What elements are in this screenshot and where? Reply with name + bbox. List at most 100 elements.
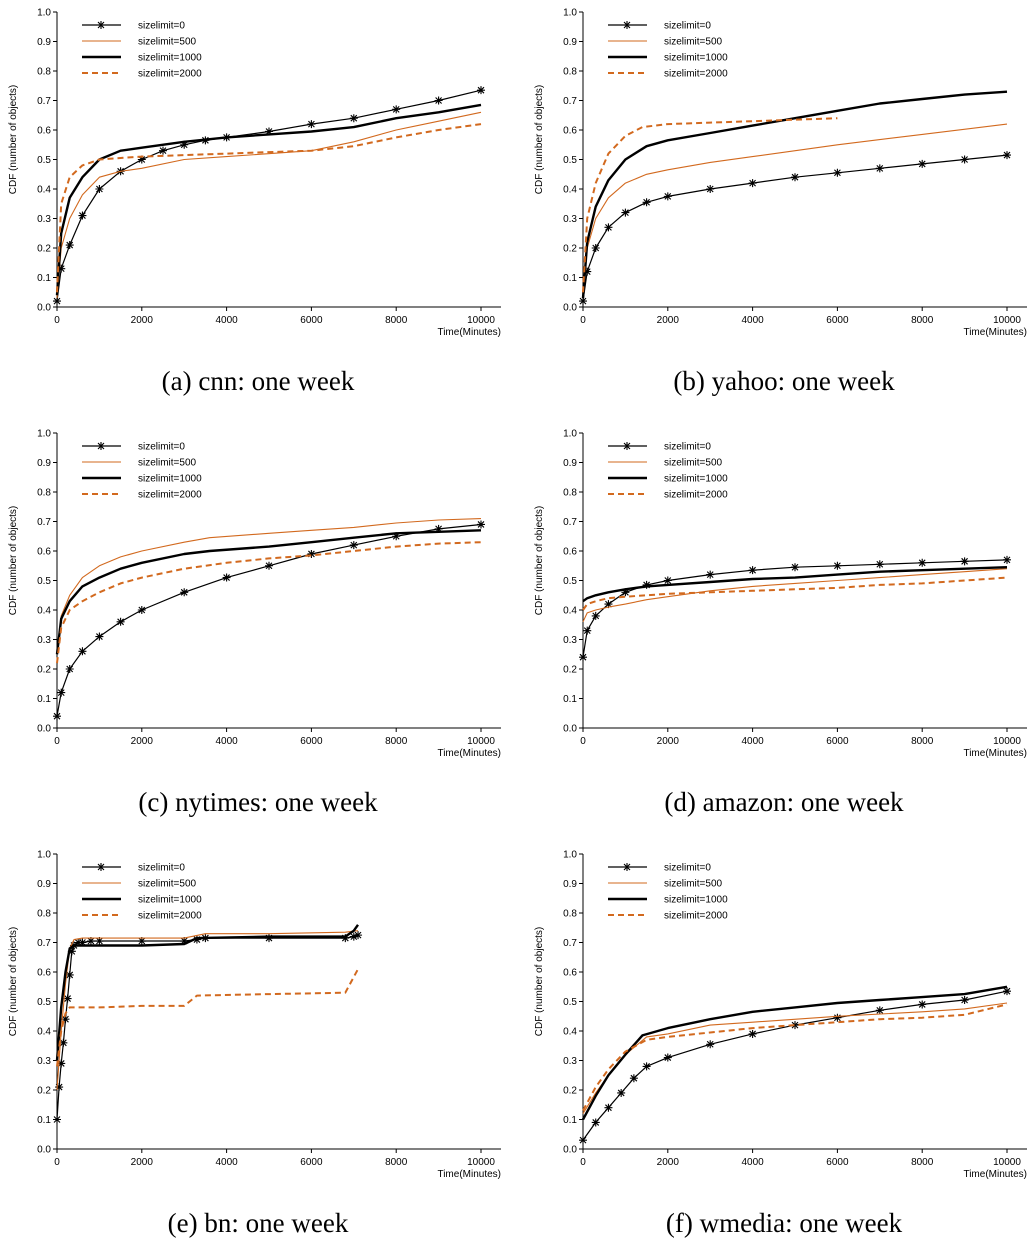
- legend-label: sizelimit=1000: [138, 53, 202, 64]
- y-tick-label: 0.3: [37, 214, 51, 225]
- y-tick-label: 0.6: [37, 968, 51, 979]
- legend: sizelimit=0 sizelimit=500 sizelimit=1000 si…: [608, 863, 728, 922]
- x-tick-label: 6000: [300, 315, 323, 326]
- y-axis-label: CDF (number of objects): [534, 85, 545, 194]
- y-tick-label: 0.3: [563, 1056, 577, 1067]
- x-axis-label: Time(Minutes): [437, 1169, 501, 1180]
- y-tick-label: 0.7: [37, 96, 51, 107]
- series-line-sizelimit-1000: [55, 529, 482, 655]
- y-tick-label: 0.9: [37, 879, 51, 890]
- series-point: [833, 1013, 842, 1022]
- y-tick-label: 0.6: [563, 968, 577, 979]
- legend: sizelimit=0 sizelimit=500 sizelimit=1000 si…: [608, 21, 728, 80]
- series-point: [960, 557, 969, 566]
- y-tick-label: 0.3: [37, 635, 51, 646]
- x-axis-label: Time(Minutes): [963, 748, 1027, 759]
- series-point: [180, 588, 189, 597]
- x-tick-label: 2000: [131, 315, 154, 326]
- series-point: [74, 938, 83, 947]
- series-line-sizelimit-1000: [581, 985, 1008, 1121]
- series-point: [95, 185, 104, 193]
- y-tick-label: 0.0: [37, 1145, 51, 1156]
- legend-label: sizelimit=1000: [664, 53, 728, 64]
- caption-c: (c) nytimes: one week: [138, 787, 378, 817]
- series-point: [265, 127, 273, 136]
- x-axis-label: Time(Minutes): [437, 327, 501, 338]
- chart-e: 0.0 0.1 0.2 0.3 0.4 0.5 0.6 0.7 0.8 0.9 1.0 0 2000 40…: [8, 850, 501, 1180]
- y-tick-label: 0.6: [563, 547, 577, 558]
- panel-d: 0.0 0.1 0.2 0.3 0.4 0.5 0.6 0.7 0.8 0.9 1.0 0 2000 40…: [526, 421, 1031, 837]
- series-point: [748, 566, 757, 575]
- x-tick-label: 2000: [131, 1157, 154, 1168]
- series-point: [349, 932, 358, 941]
- legend-label: sizelimit=0: [138, 863, 185, 874]
- y-tick-label: 0.5: [563, 997, 577, 1008]
- series-point: [67, 947, 76, 956]
- series-point: [1003, 987, 1011, 996]
- y-tick-label: 0.2: [563, 244, 577, 255]
- series-line-sizelimit-500: [582, 123, 1008, 299]
- series-point: [341, 934, 350, 943]
- legend-label: sizelimit=1000: [138, 895, 202, 906]
- y-tick-label: 1.0: [563, 8, 577, 19]
- series-point: [579, 653, 587, 662]
- series-line-sizelimit-500: [56, 930, 359, 1091]
- x-tick-label: 4000: [215, 1157, 238, 1168]
- y-tick-label: 0.9: [563, 879, 577, 890]
- series-point: [875, 560, 884, 569]
- legend-label: sizelimit=2000: [664, 69, 728, 80]
- x-tick-label: 6000: [300, 1157, 323, 1168]
- x-tick-label: 2000: [657, 315, 680, 326]
- legend-label: sizelimit=500: [138, 879, 197, 890]
- x-tick-label: 10000: [993, 736, 1021, 747]
- series-point: [604, 600, 613, 609]
- series-point: [65, 241, 74, 250]
- legend-label: sizelimit=0: [138, 21, 185, 32]
- series-point: [65, 665, 74, 673]
- series-point: [477, 520, 485, 529]
- legend-label: sizelimit=500: [138, 37, 197, 48]
- series-line-sizelimit-500: [582, 1002, 1008, 1114]
- x-tick-label: 8000: [385, 315, 408, 326]
- y-tick-label: 0.8: [37, 488, 51, 499]
- series-point: [86, 937, 95, 946]
- series-line-sizelimit-1000: [55, 103, 482, 296]
- series-point: [434, 524, 443, 533]
- series-point: [57, 1059, 66, 1068]
- series-point: [78, 647, 87, 656]
- x-axis-label: Time(Minutes): [963, 1169, 1027, 1180]
- y-tick-label: 0.8: [563, 67, 577, 78]
- series-line-sizelimit-1000: [581, 90, 1008, 299]
- y-tick-label: 0.3: [37, 1056, 51, 1067]
- y-axis-label: CDF (number of objects): [8, 927, 19, 1036]
- y-axis-label: CDF (number of objects): [8, 506, 19, 615]
- y-tick-label: 0.3: [563, 214, 577, 225]
- legend-label: sizelimit=0: [664, 21, 711, 32]
- caption-d: (d) amazon: one week: [664, 787, 904, 817]
- x-tick-label: 10000: [467, 736, 495, 747]
- y-tick-label: 0.8: [37, 909, 51, 920]
- series-point: [591, 244, 600, 252]
- y-tick-label: 0.5: [37, 576, 51, 587]
- legend-label: sizelimit=1000: [664, 895, 728, 906]
- x-tick-label: 6000: [826, 315, 849, 326]
- series-point: [663, 192, 672, 201]
- x-tick-label: 4000: [215, 736, 238, 747]
- series-point: [477, 86, 485, 95]
- series-point: [748, 1029, 757, 1038]
- y-tick-label: 0.7: [37, 517, 51, 528]
- x-tick-label: 0: [54, 1157, 60, 1168]
- x-tick-label: 10000: [467, 315, 495, 326]
- series-point: [791, 173, 799, 182]
- series-line-sizelimit-2000: [582, 1003, 1008, 1112]
- x-tick-label: 8000: [911, 1157, 934, 1168]
- series-point: [137, 155, 146, 164]
- legend: sizelimit=0 sizelimit=500 sizelimit=1000 si…: [608, 442, 728, 501]
- y-tick-label: 0.9: [563, 458, 577, 469]
- chart-b: 0.0 0.1 0.2 0.3 0.4 0.5 0.6 0.7 0.8 0.9 1.0 0 2000 40…: [534, 8, 1027, 338]
- series-point: [78, 938, 87, 947]
- y-tick-label: 1.0: [37, 8, 51, 19]
- x-axis-label: Time(Minutes): [437, 748, 501, 759]
- legend-label: sizelimit=1000: [138, 474, 202, 485]
- y-tick-label: 0.1: [37, 273, 51, 284]
